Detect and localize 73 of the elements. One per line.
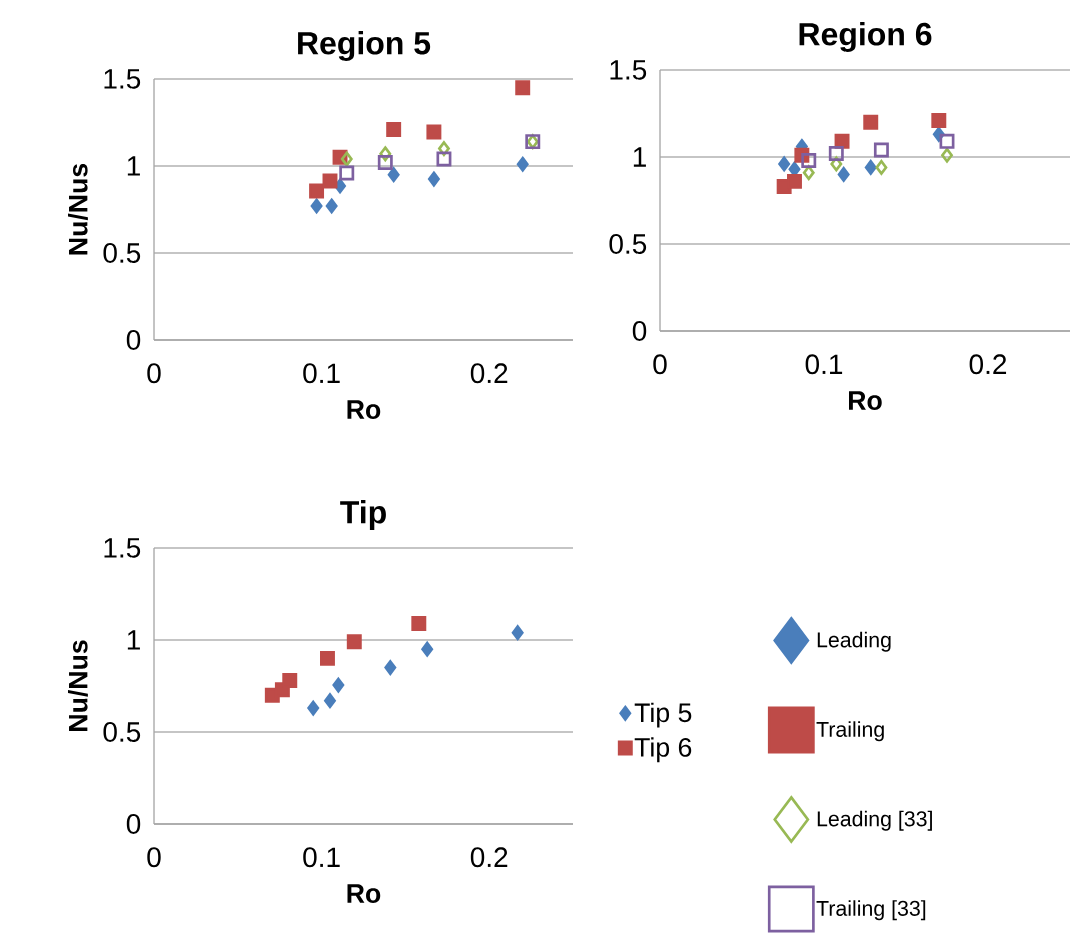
x-axis-title: Ro bbox=[849, 391, 882, 410]
y-tick-label: 1.5 bbox=[104, 538, 141, 558]
legend-label: Leading bbox=[817, 631, 891, 652]
chart-title: Region 6 bbox=[799, 21, 932, 52]
point bbox=[939, 133, 955, 149]
x-tick-label: 0.2 bbox=[969, 354, 1007, 375]
point bbox=[377, 155, 393, 170]
point bbox=[334, 178, 346, 194]
point bbox=[340, 151, 353, 167]
y-tick-label: 0 bbox=[126, 330, 141, 350]
y-axis-title: Nu/Nus bbox=[68, 163, 88, 255]
point bbox=[801, 153, 817, 168]
point bbox=[511, 625, 524, 641]
x-tick-label: 0.1 bbox=[303, 847, 340, 868]
point bbox=[931, 112, 947, 128]
x-tick-label: 0.2 bbox=[470, 847, 508, 868]
y-axis-title: Nu/Nus bbox=[68, 640, 88, 731]
point bbox=[310, 198, 323, 214]
point bbox=[421, 641, 434, 657]
x-tick-label: 0.1 bbox=[805, 354, 843, 375]
point bbox=[325, 198, 338, 214]
point bbox=[873, 142, 889, 158]
y-tick-label: 0 bbox=[126, 814, 141, 834]
point bbox=[384, 660, 397, 676]
y-tick-label: 1 bbox=[127, 630, 140, 650]
x-tick-label: 0 bbox=[653, 354, 667, 375]
point bbox=[322, 173, 338, 189]
y-tick-label: 1 bbox=[633, 147, 646, 167]
point bbox=[941, 147, 953, 163]
point bbox=[386, 121, 402, 137]
point bbox=[307, 700, 320, 716]
legend-label: Leading [33] bbox=[817, 810, 932, 831]
x-tick-label: 0.2 bbox=[470, 363, 508, 384]
point bbox=[436, 151, 452, 167]
x-axis-title: Ro bbox=[347, 400, 381, 419]
x-tick-label: 0 bbox=[147, 363, 161, 384]
y-tick-label: 1.5 bbox=[104, 69, 141, 89]
point bbox=[875, 159, 888, 175]
point bbox=[339, 165, 355, 181]
point bbox=[778, 156, 791, 172]
point bbox=[426, 124, 442, 140]
y-tick-label: 0.5 bbox=[609, 234, 647, 254]
chart-title: Region 5 bbox=[298, 30, 431, 61]
point bbox=[438, 141, 450, 157]
y-tick-label: 0.5 bbox=[103, 722, 141, 742]
y-tick-label: 1 bbox=[127, 156, 140, 176]
point bbox=[863, 114, 879, 130]
legend-label: Tip 5 bbox=[634, 702, 692, 728]
point bbox=[427, 171, 440, 187]
point bbox=[516, 156, 529, 172]
point bbox=[828, 146, 844, 161]
point bbox=[515, 80, 531, 96]
point bbox=[787, 173, 802, 189]
legend-label: Trailing [33] bbox=[816, 900, 926, 921]
y-tick-label: 0 bbox=[632, 321, 647, 341]
point bbox=[411, 615, 427, 631]
point bbox=[346, 634, 362, 650]
x-tick-label: 0.1 bbox=[303, 363, 340, 384]
point bbox=[309, 183, 325, 199]
point bbox=[837, 166, 850, 182]
x-axis-title: Ro bbox=[347, 884, 381, 903]
point bbox=[864, 159, 877, 175]
point bbox=[387, 167, 400, 183]
y-tick-label: 1.5 bbox=[610, 60, 647, 80]
point bbox=[282, 672, 298, 688]
point bbox=[332, 677, 345, 693]
legend-label: Trailing bbox=[816, 721, 884, 742]
legend-label: Tip 6 bbox=[634, 737, 692, 763]
point bbox=[324, 693, 336, 709]
chart-title: Tip bbox=[340, 500, 386, 530]
y-tick-label: 0.5 bbox=[103, 243, 141, 263]
x-tick-label: 0 bbox=[147, 847, 161, 868]
point bbox=[320, 650, 335, 666]
